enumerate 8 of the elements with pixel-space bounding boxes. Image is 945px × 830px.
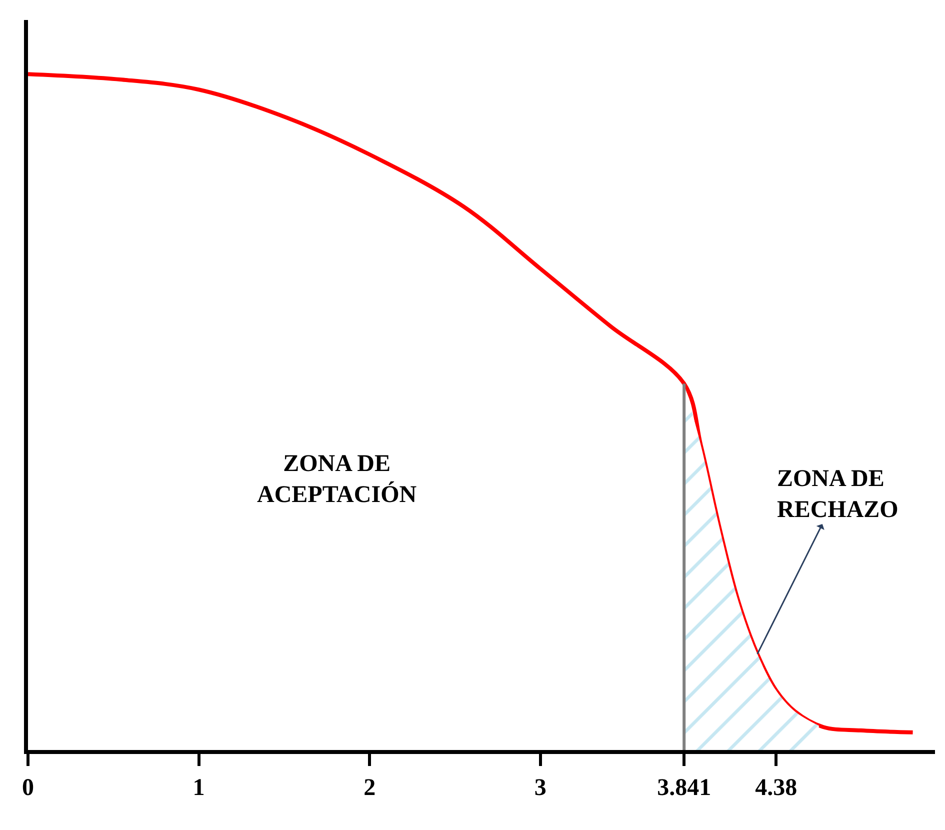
annotation: ZONA DE ACEPTACIÓN (257, 451, 418, 508)
x-tick-label: 3 (534, 774, 546, 801)
annotation: ZONA DE RECHAZO (777, 466, 898, 524)
x-tick-label: 0 (22, 774, 34, 801)
x-tick-label: 3.841 (657, 774, 712, 801)
x-tick-label: 4.38 (755, 774, 798, 801)
x-tick-label: 1 (192, 774, 205, 801)
x-tick-label: 2 (364, 774, 376, 801)
